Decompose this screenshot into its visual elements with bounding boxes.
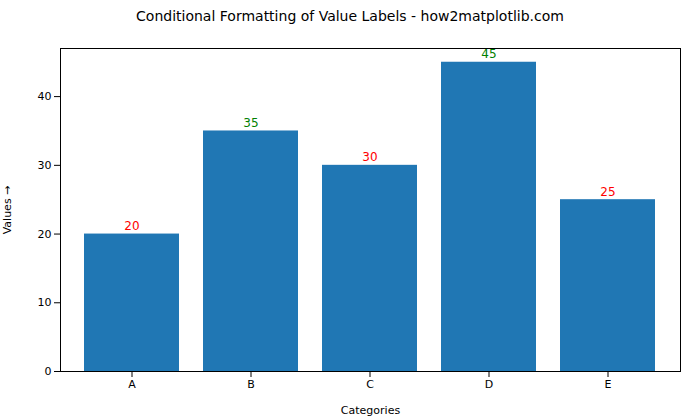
svg-text:30: 30 <box>362 150 377 164</box>
svg-text:Categories: Categories <box>341 404 401 417</box>
svg-text:35: 35 <box>243 116 258 130</box>
svg-text:B: B <box>247 378 255 391</box>
svg-text:25: 25 <box>600 185 615 199</box>
html-text:Conditional Formatting of Valu: Conditional Formatting of Value Labels -… <box>136 8 564 24</box>
svg-text:C: C <box>366 378 374 391</box>
svg-text:0: 0 <box>45 365 52 378</box>
svg-text:E: E <box>605 378 612 391</box>
svg-text:Values →: Values → <box>1 186 14 235</box>
svg-text:45: 45 <box>481 47 496 61</box>
svg-text:20: 20 <box>38 228 52 241</box>
svg-text:40: 40 <box>38 90 52 103</box>
svg-text:30: 30 <box>38 159 52 172</box>
svg-text:20: 20 <box>124 219 139 233</box>
svg-text:A: A <box>128 378 136 391</box>
svg-text:10: 10 <box>38 296 52 309</box>
svg-text:D: D <box>485 378 493 391</box>
